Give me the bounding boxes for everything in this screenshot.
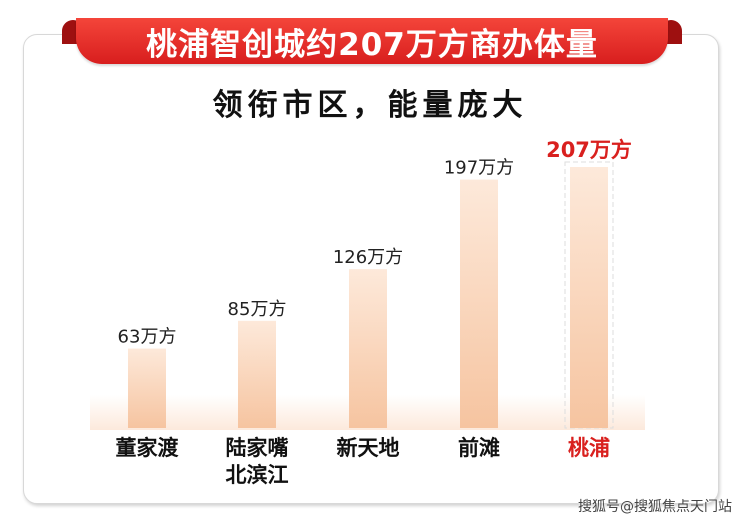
bar-1 <box>238 320 276 428</box>
bar-3 <box>460 179 498 428</box>
chart-subtitle: 领衔市区，能量庞大 <box>212 88 528 123</box>
title-ribbon: 桃浦智创城约207万方商办体量 <box>62 16 682 66</box>
category-label: 前滩 <box>458 436 500 460</box>
category-label: 新天地 <box>337 436 400 460</box>
data-label: 63万方 <box>118 327 177 348</box>
watermark: 搜狐号@搜狐焦点天门站 <box>578 499 732 515</box>
bar-0 <box>128 348 166 428</box>
bar-4 <box>570 167 608 428</box>
data-label: 85万方 <box>228 299 287 320</box>
category-label: 桃浦 <box>568 436 610 460</box>
chart-title: 桃浦智创城约207万方商办体量 <box>76 18 668 64</box>
data-label: 207万方 <box>546 138 632 162</box>
data-label: 126万方 <box>333 247 403 268</box>
category-label: 陆家嘴北滨江 <box>226 436 289 487</box>
data-label: 197万方 <box>444 158 514 179</box>
bar-2 <box>349 269 387 428</box>
category-label: 董家渡 <box>116 436 180 460</box>
